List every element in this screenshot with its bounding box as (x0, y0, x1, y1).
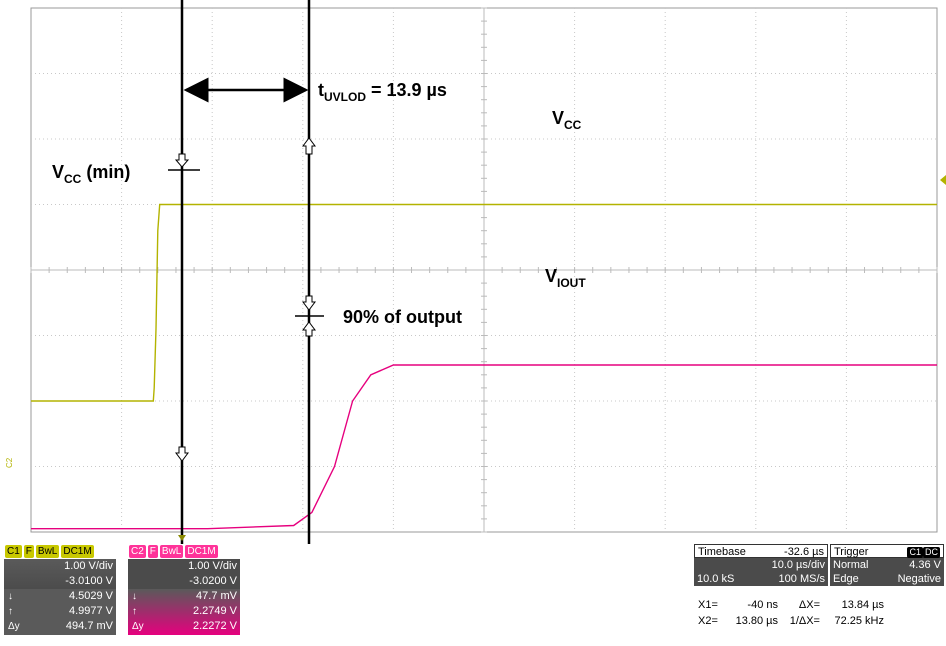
channel-1-row: Δy 494.7 mV (8, 620, 113, 632)
channel-2-flag-dc1m: DC1M (185, 545, 218, 558)
trigger-level: 4.36 V (909, 559, 941, 571)
channel-2-header: C2 F BwL DC1M (128, 544, 240, 559)
channel-1-flag-dc1m: DC1M (61, 545, 94, 558)
t-uvlod-label: tUVLOD = 13.9 µs (318, 80, 447, 104)
traces (31, 203, 937, 530)
timebase-label: Timebase (698, 546, 746, 558)
output-90pct-label: 90% of output (343, 307, 462, 327)
timebase-samples: 10.0 kS (697, 573, 735, 585)
channel-1-scale: 1.00 V/div (64, 560, 113, 572)
cursor-row-1: X1= -40 ns ΔX= 13.84 µs (698, 599, 884, 611)
viout-start-marker (175, 446, 189, 462)
channel-2-row: Δy 2.2272 V (132, 620, 237, 632)
graticule (30, 7, 938, 533)
channel-2-row: ↑ 2.2749 V (132, 605, 237, 617)
cursor-inv-value: 72.25 kHz (834, 615, 884, 627)
channel-2-offset: -3.0200 V (189, 575, 237, 587)
trigger-type: Edge (833, 573, 859, 585)
channel-1-flag-f: F (23, 545, 34, 558)
trace-viout (31, 364, 937, 530)
timebase-value: -32.6 µs (784, 546, 824, 558)
trigger-slope: Negative (897, 573, 941, 585)
channel-1-id: C1 (5, 545, 22, 558)
channel-2-scale: 1.00 V/div (188, 560, 237, 572)
trigger-mode: Normal (833, 559, 869, 571)
timebase-div: 10.0 µs/div (771, 559, 825, 571)
timebase-panel[interactable]: Timebase -32.6 µs 10.0 µs/div 10.0 kS 10… (694, 544, 828, 592)
channel-1-row: ↑ 4.9977 V (8, 605, 113, 617)
trace-vcc (31, 203, 937, 402)
channel-1-offset: -3.0100 V (65, 575, 113, 587)
channel-1-panel[interactable]: C1 F BwL DC1M 1.00 V/div -3.0100 V ↓ 4.50… (4, 544, 116, 635)
trigger-level-arrow (940, 175, 946, 185)
cursor-readout: X1= -40 ns ΔX= 13.84 µs X2= 13.80 µs 1/Δ… (698, 597, 944, 629)
viout-label: VIOUT (545, 266, 586, 290)
timebase-rate: 100 MS/s (778, 573, 825, 585)
cursor-dx-value: 13.84 µs (841, 599, 884, 611)
channel-1-row: ↓ 4.5029 V (8, 590, 113, 602)
cursor-x1-value: -40 ns (747, 599, 778, 611)
vcc-min-label: VCC (min) (52, 162, 130, 186)
output-90pct-marker (295, 295, 324, 337)
vcc-rise-marker (302, 137, 316, 155)
cursor-row-2: X2= 13.80 µs 1/ΔX= 72.25 kHz (698, 615, 884, 627)
trigger-source: C1 (907, 547, 923, 558)
vcc-label: VCC (552, 108, 582, 132)
channel-2-flag-f: F (147, 545, 158, 558)
cursor-x2-value: 13.80 µs (735, 615, 778, 627)
channel-1-header: C1 F BwL DC1M (4, 544, 116, 559)
trigger-label: Trigger (834, 546, 869, 558)
channel-2-flag-bwl: BwL (159, 545, 184, 558)
channel-2-row: ↓ 47.7 mV (132, 590, 237, 602)
ch2-ground-marker: C2 (5, 457, 14, 468)
trigger-panel[interactable]: Trigger C1 DC Normal 4.36 V Edge Negative (830, 544, 944, 592)
channel-1-flag-bwl: BwL (35, 545, 60, 558)
trigger-coupling: DC (923, 547, 940, 558)
channel-2-id: C2 (129, 545, 146, 558)
channel-2-panel[interactable]: C2 F BwL DC1M 1.00 V/div -3.0200 V ↓ 47.7… (128, 544, 240, 635)
vcc-min-marker (168, 153, 200, 171)
trigger-position-arrow (178, 535, 186, 541)
